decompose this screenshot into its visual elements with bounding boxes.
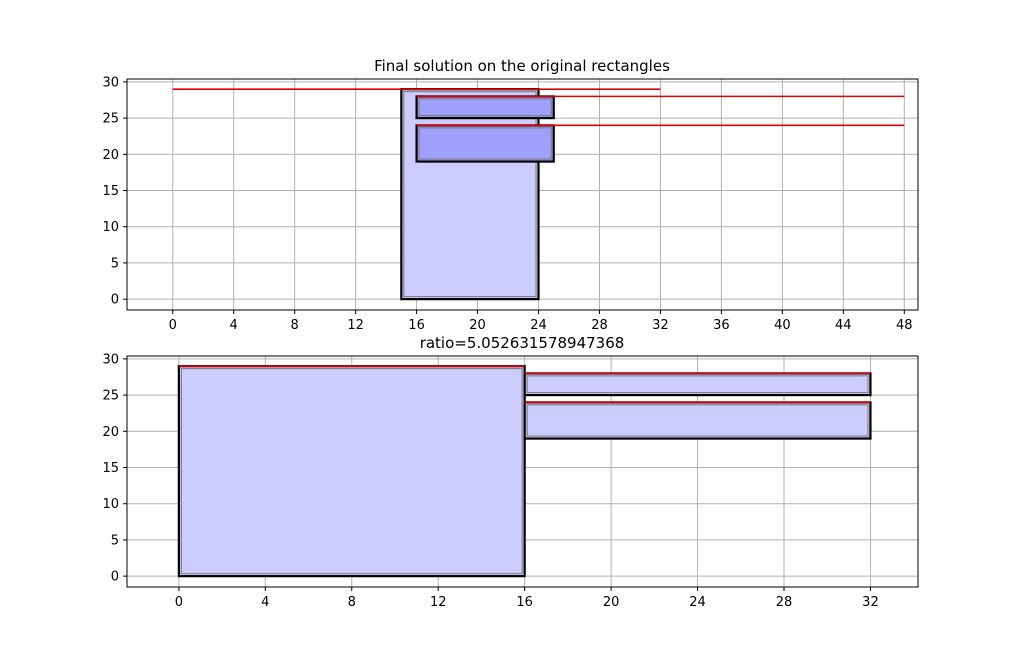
- bottom-x-tick-label-0: 0: [175, 595, 183, 610]
- top-x-tick-label-0: 0: [169, 318, 177, 333]
- bottom-chart-title: ratio=5.052631578947368: [420, 334, 625, 352]
- top-axes-frame: [126, 78, 919, 311]
- bottom-y-tick-label-4: 20: [102, 425, 119, 440]
- top-x-tick-label-8: 32: [652, 318, 669, 333]
- top-y-tick-label-5: 25: [102, 112, 119, 127]
- bottom-x-tick-label-5: 20: [603, 595, 620, 610]
- bottom-red-lines: [178, 365, 871, 404]
- top-x-tick-label-11: 44: [835, 318, 852, 333]
- bottom-x-tick-label-3: 12: [430, 595, 447, 610]
- bottom-y-tick-label-0: 0: [111, 570, 119, 585]
- bottom-rectangles: [177, 365, 872, 578]
- bottom-y-tick-label-6: 30: [102, 352, 119, 367]
- top-x-tick-label-6: 24: [530, 318, 547, 333]
- top-rectangle-1: [415, 124, 555, 163]
- top-x-tick-label-4: 16: [408, 318, 425, 333]
- top-y-tick-label-2: 10: [102, 220, 119, 235]
- bottom-x-tick-label-7: 28: [776, 595, 793, 610]
- bottom-y-tick-label-1: 5: [111, 533, 119, 548]
- bottom-x-tick-label-1: 4: [261, 595, 269, 610]
- top-y-tick-label-6: 30: [102, 75, 119, 90]
- top-x-tick-label-12: 48: [896, 318, 913, 333]
- bottom-rectangle-inner-0: [180, 368, 523, 575]
- bottom-rectangle-2: [523, 372, 872, 397]
- top-rectangle-0: [400, 88, 540, 301]
- top-x-tick-label-3: 12: [347, 318, 364, 333]
- bottom-axes: ratio=5.052631578947368 0 4 8 12 16 20 24 28 320…: [102, 334, 919, 610]
- bottom-y-tick-label-2: 10: [102, 497, 119, 512]
- top-x-tick-label-10: 40: [774, 318, 791, 333]
- bottom-x-tick-label-6: 24: [689, 595, 706, 610]
- top-red-lines: [172, 88, 905, 127]
- top-rectangle-inner-1: [418, 127, 552, 160]
- bottom-y-tick-label-5: 25: [102, 389, 119, 404]
- top-y-tick-label-1: 5: [111, 256, 119, 271]
- top-axes: Final solution on the original rectangle…: [102, 57, 919, 333]
- bottom-ticks: 0 4 8 12 16 20 24 28 32 0 5 10 15 20 25 30: [102, 352, 878, 610]
- top-x-tick-label-9: 36: [713, 318, 730, 333]
- top-x-tick-label-2: 8: [291, 318, 299, 333]
- bottom-rectangle-inner-2: [526, 375, 869, 394]
- bottom-axes-frame: [126, 355, 919, 588]
- top-x-tick-label-1: 4: [230, 318, 238, 333]
- top-x-tick-label-7: 28: [591, 318, 608, 333]
- bottom-x-tick-label-4: 16: [516, 595, 533, 610]
- top-rectangle-inner-0: [403, 91, 537, 298]
- bottom-y-tick-label-3: 15: [102, 461, 119, 476]
- bottom-rectangle-1: [523, 401, 872, 440]
- bottom-x-tick-label-2: 8: [348, 595, 356, 610]
- top-x-tick-label-5: 20: [469, 318, 486, 333]
- top-chart-title: Final solution on the original rectangle…: [374, 57, 670, 75]
- top-y-tick-label-0: 0: [111, 293, 119, 308]
- bottom-x-tick-label-8: 32: [862, 595, 879, 610]
- top-y-tick-label-3: 15: [102, 184, 119, 199]
- top-rectangles: [400, 88, 555, 301]
- top-rectangle-inner-2: [418, 98, 552, 117]
- bottom-rectangle-inner-1: [526, 404, 869, 437]
- top-rectangle-2: [415, 95, 555, 120]
- top-y-tick-label-4: 20: [102, 148, 119, 163]
- bottom-rectangle-0: [177, 365, 526, 578]
